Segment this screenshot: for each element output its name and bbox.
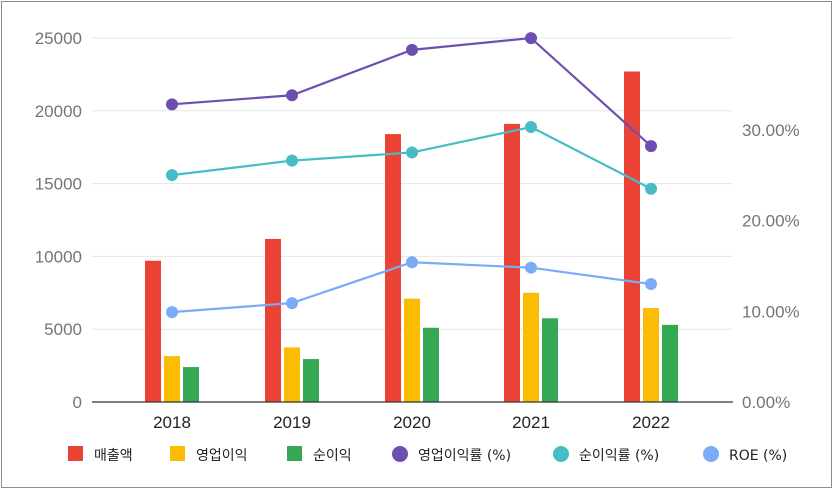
left-tick-label: 20000 [35,102,82,121]
left-tick-label: 10000 [35,247,82,266]
right-tick-label: 30.00% [742,121,800,140]
legend-item: 순이익률 (%) [553,446,659,464]
left-tick-label: 0 [73,393,82,412]
legend-item: ROE (%) [703,446,787,464]
point-1-1 [286,154,298,167]
point-1-3 [525,121,537,134]
legend-swatch [553,446,569,462]
right-tick-label: 10.00% [742,302,800,321]
left-axis-ticks: 0 5000 10000 15000 20000 25000 [35,29,82,412]
bar-1-3 [523,292,539,402]
point-2-1 [286,297,298,310]
legend-item: 영업이익률 (%) [392,446,511,464]
bar-2-0 [183,367,199,402]
bar-0-1 [265,238,281,402]
legend-swatch [68,446,83,461]
point-2-4 [645,278,657,291]
bar-2-2 [423,327,439,402]
point-2-3 [525,261,537,274]
line-series [166,32,657,319]
point-1-2 [406,146,418,159]
bar-0-3 [504,123,520,403]
bar-1-2 [404,298,420,402]
x-tick-label: 2020 [393,413,431,432]
point-0-4 [645,140,657,153]
left-tick-label: 5000 [44,320,82,339]
right-tick-label: 20.00% [742,212,800,231]
bar-2-1 [303,359,319,402]
point-2-2 [406,256,418,269]
right-tick-label: 0.00% [742,393,790,412]
legend-item: 영업이익 [170,446,248,464]
point-0-2 [406,43,418,56]
point-1-4 [645,182,657,195]
legend-label: 순이익 [313,448,352,464]
x-tick-label: 2019 [273,413,311,432]
legend-label: 영업이익 [196,448,248,464]
x-tick-label: 2018 [153,413,191,432]
bar-1-0 [164,356,180,402]
bar-0-0 [145,260,161,402]
legend-swatch [170,446,185,461]
legend-swatch [392,446,408,462]
x-axis-ticks: 2018 2019 2020 2021 2022 [153,413,670,432]
bar-0-4 [624,71,640,402]
right-axis-ticks: 0.00% 10.00% 20.00% 30.00% [742,121,800,412]
bar-1-1 [284,347,300,402]
bar-1-4 [643,308,659,402]
legend-item: 순이익 [287,446,352,464]
x-tick-label: 2022 [632,413,670,432]
bar-2-4 [662,324,678,402]
left-tick-label: 25000 [35,29,82,48]
legend-label: 매출액 [94,448,133,464]
bar-series [145,71,678,403]
legend: 매출액 영업이익 순이익 영업이익률 (%) 순이익률 (%) ROE (%) [68,446,787,464]
legend-label: ROE (%) [729,448,787,464]
point-0-3 [525,32,537,45]
point-1-0 [166,169,178,182]
legend-swatch [287,446,302,461]
bar-2-3 [542,318,558,402]
point-0-1 [286,89,298,102]
legend-item: 매출액 [68,446,133,464]
point-0-0 [166,98,178,111]
left-tick-label: 15000 [35,175,82,194]
point-2-0 [166,306,178,319]
legend-label: 영업이익률 (%) [418,448,511,464]
x-tick-label: 2021 [512,413,550,432]
legend-swatch [703,446,719,462]
legend-label: 순이익률 (%) [579,448,659,464]
